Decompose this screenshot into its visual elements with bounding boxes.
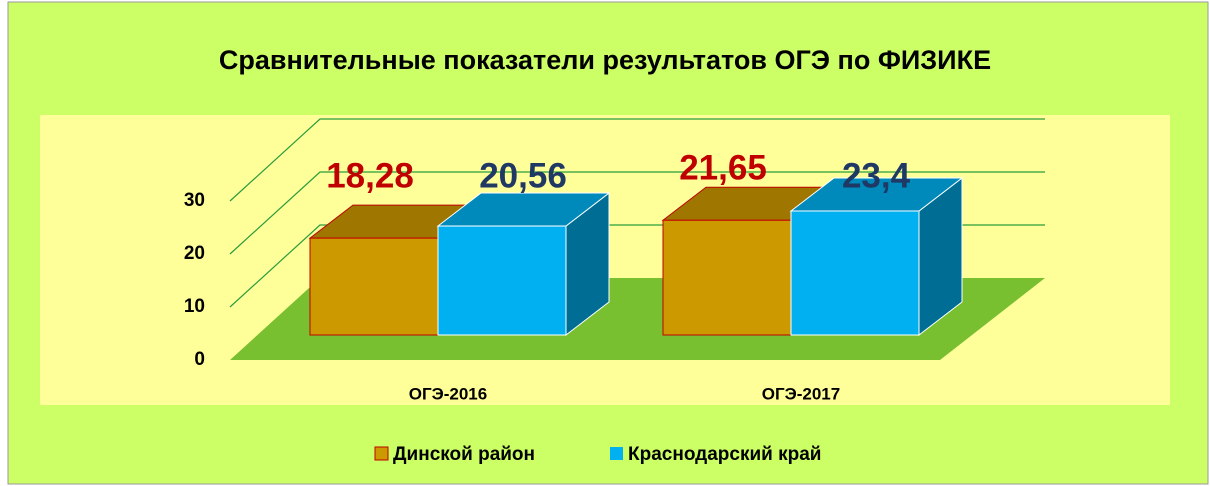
- y-tick-label: 30: [184, 190, 205, 211]
- legend-label: Динской район: [393, 444, 535, 465]
- value-label: 23,4: [842, 156, 911, 195]
- chart-title: Сравнительные показатели результатов ОГЭ…: [219, 45, 991, 75]
- bar: [437, 225, 567, 336]
- legend-label: Краснодарский край: [628, 444, 821, 465]
- grid-line: [229, 171, 1045, 255]
- legend-swatch: [610, 447, 623, 460]
- value-label: 21,65: [679, 148, 767, 187]
- bar: [790, 210, 920, 336]
- legend-swatch: [374, 446, 389, 461]
- x-tick-label: ОГЭ-2016: [409, 384, 487, 403]
- y-tick-label: 20: [184, 243, 205, 264]
- value-label: 20,56: [479, 156, 567, 195]
- bar: [309, 237, 439, 336]
- x-tick-label: ОГЭ-2017: [762, 384, 840, 403]
- bar: [662, 219, 792, 336]
- grid-line: [229, 118, 1045, 202]
- y-tick-label: 0: [194, 349, 205, 370]
- value-label: 18,28: [326, 156, 414, 195]
- y-tick-label: 10: [184, 296, 205, 317]
